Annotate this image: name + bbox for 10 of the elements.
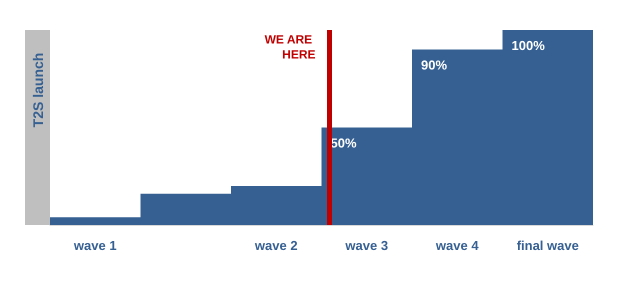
x-tick-label: wave 3 [344, 238, 388, 253]
x-tick-label: wave 2 [254, 238, 298, 253]
data-label: 100% [512, 38, 546, 53]
x-tick-label: final wave [516, 238, 579, 253]
text: T2S launch [30, 52, 46, 128]
data-label: 90% [421, 58, 448, 72]
ref-line-label: WE ARE HERE [264, 32, 316, 62]
x-tick-label: wave 4 [434, 238, 480, 253]
data-label: 50% [330, 136, 357, 150]
x-tick-label: wave 1 [72, 238, 117, 253]
